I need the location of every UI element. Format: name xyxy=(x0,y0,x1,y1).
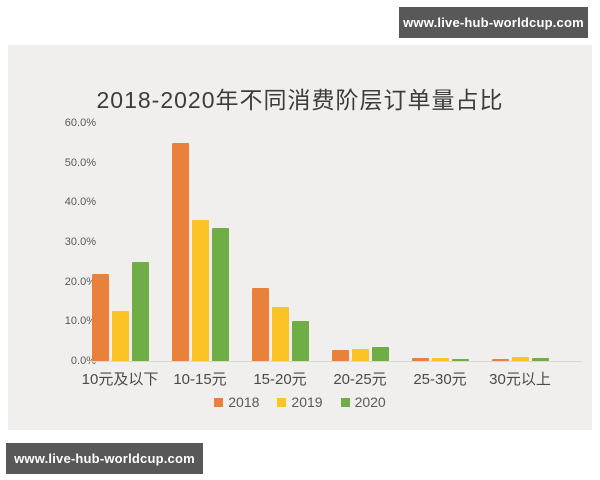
bar-2019 xyxy=(511,357,529,361)
bar-2019 xyxy=(431,358,449,361)
legend-swatch-2019 xyxy=(277,397,287,407)
x-axis: 10元及以下 10-15元 15-20元 20-25元 25-30元 30元以上 xyxy=(80,368,560,389)
bar-2019 xyxy=(191,220,209,361)
x-axis-label: 30元以上 xyxy=(489,371,551,388)
bar-2020 xyxy=(371,347,389,361)
y-axis-tick-label: 0.0% xyxy=(70,355,96,367)
y-axis-tick-label: 60.0% xyxy=(64,117,96,129)
bar-2020 xyxy=(211,228,229,361)
legend-item-2019: 2019 xyxy=(277,394,323,410)
x-axis-line xyxy=(90,361,582,362)
x-axis-label: 10元及以下 xyxy=(81,371,159,388)
bar-group xyxy=(160,123,240,361)
bar-2019 xyxy=(351,349,369,361)
bar-group xyxy=(240,123,320,361)
x-axis-label: 10-15元 xyxy=(173,371,227,388)
bar-2018 xyxy=(331,349,349,361)
legend: 2018 2019 2020 xyxy=(8,394,592,410)
bar-group xyxy=(400,123,480,361)
chart-panel: 2018-2020年不同消费阶层订单量占比 60.0% 50.0% 40.0% 30.… xyxy=(8,45,592,430)
x-axis-label: 25-30元 xyxy=(413,371,467,388)
y-axis-tick-label: 30.0% xyxy=(64,236,96,248)
legend-swatch-2020 xyxy=(340,397,350,407)
bar-group xyxy=(320,123,400,361)
y-axis-tick-label: 10.0% xyxy=(64,315,96,328)
watermark-top: www.live-hub-worldcup.com xyxy=(399,7,588,38)
bar-2018 xyxy=(491,358,509,361)
bar-2019 xyxy=(271,307,289,361)
chart-title: 2018-2020年不同消费阶层订单量占比 xyxy=(96,87,504,113)
legend-label: 2018 xyxy=(228,394,260,410)
legend-item-2020: 2020 xyxy=(340,394,386,410)
bar-group xyxy=(480,123,560,361)
bar-2018 xyxy=(251,287,269,361)
legend-swatch-2018 xyxy=(214,397,224,407)
y-axis-tick-label: 20.0% xyxy=(64,275,96,288)
x-axis-label: 20-25元 xyxy=(333,371,387,388)
bar-2019 xyxy=(111,311,129,361)
bar-2020 xyxy=(451,358,469,361)
bar-2018 xyxy=(91,273,109,361)
bar-2018 xyxy=(171,142,189,361)
x-axis-label: 15-20元 xyxy=(253,371,307,388)
watermark-bottom: www.live-hub-worldcup.com xyxy=(6,443,203,474)
plot-area xyxy=(80,123,560,361)
bar-2018 xyxy=(411,358,429,361)
y-axis-tick-label: 50.0% xyxy=(64,156,96,169)
bar-2020 xyxy=(531,357,549,361)
bar-2020 xyxy=(131,261,149,361)
bar-group xyxy=(80,123,160,361)
legend-label: 2020 xyxy=(354,394,386,410)
bar-2020 xyxy=(291,321,309,361)
y-axis-tick-label: 40.0% xyxy=(64,196,96,209)
legend-item-2018: 2018 xyxy=(214,394,259,410)
legend-label: 2019 xyxy=(291,394,323,410)
